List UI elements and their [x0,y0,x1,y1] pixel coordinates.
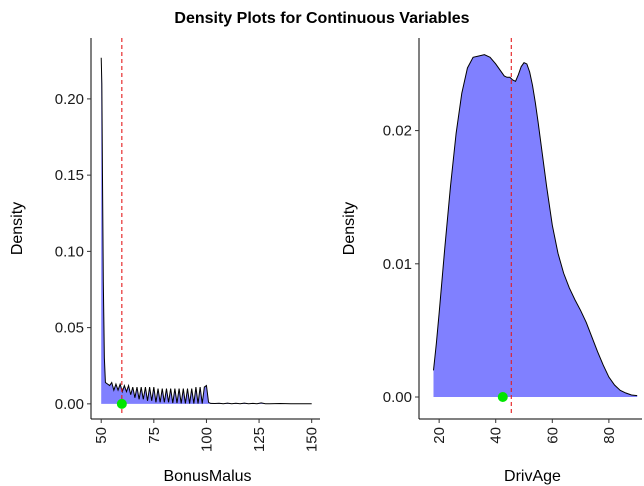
bonusmalus-marker-point [116,398,127,409]
drivage-y-tick-label: 0.01 [383,256,412,273]
bonusmalus-y-tick-label: 0.15 [55,167,84,184]
drivage-x-tick-label: 60 [544,427,561,444]
drivage-y-tick-label: 0.02 [383,123,412,140]
chart-title: Density Plots for Continuous Variables [174,10,469,27]
bonusmalus-x-tick-label: 100 [198,427,215,452]
bonusmalus-y-tick-label: 0.05 [55,320,84,337]
bonusmalus-x-tick-label: 150 [304,427,321,452]
drivage-marker-point [497,392,508,403]
drivage-density-area [433,54,638,398]
bonusmalus-y-tick-label: 0.20 [55,91,84,108]
bonusmalus-x-tick-label: 75 [146,427,163,444]
drivage-density-panel: 0.00 0.01 0.02 20 40 60 80 DrivAge Density [341,38,642,485]
drivage-x-tick-label: 80 [601,427,618,444]
bonusmalus-y-tick-label: 0.00 [55,396,84,413]
bonusmalus-y-tick-label: 0.10 [55,243,84,260]
bonusmalus-x-tick-label: 125 [251,427,268,452]
bonusmalus-x-tick-label: 50 [93,427,110,444]
drivage-x-axis-title: DrivAge [504,468,561,485]
bonusmalus-x-axis-title: BonusMalus [163,468,251,485]
drivage-x-tick-label: 40 [488,427,505,444]
drivage-x-tick-label: 20 [431,427,448,444]
bonusmalus-density-panel: 0.00 0.05 0.10 0.15 0.20 50 75 100 125 150 BonusMa… [9,38,321,485]
drivage-density-curve [432,54,638,397]
bonusmalus-density-curve [100,57,312,405]
drivage-y-axis-title: Density [341,202,358,255]
drivage-y-tick-label: 0.00 [383,389,412,406]
bonusmalus-y-axis-title: Density [9,202,26,255]
bonusmalus-density-area [101,57,312,404]
